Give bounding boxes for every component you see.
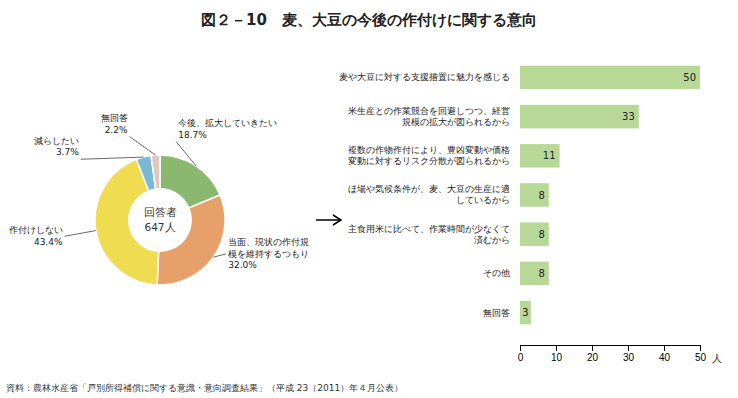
- x-tick-mark: [664, 345, 665, 351]
- y-tick: ほ場や気候条件が、麦、大豆の生産に適しているから: [348, 184, 510, 205]
- x-tick: 30: [623, 345, 635, 363]
- y-tick-label: 主食用米に比べて、作業時間が少なくて済むから: [348, 224, 510, 245]
- chart-root: 図２－10 麦、大豆の今後の作付けに関する意向回答者 647人 今後、拡大していきた…: [0, 0, 738, 398]
- center-text: 回答者: [144, 206, 177, 218]
- y-tick: 米生産との作業競合を回避しつつ、経営規模の拡大が図られるから: [348, 106, 510, 127]
- x-tick: 40: [659, 345, 671, 363]
- bars: [520, 66, 700, 325]
- pie-label: 無回答: [101, 113, 128, 123]
- y-tick-label: 米生産との作業競合を回避しつつ、経営規模の拡大が図られるから: [348, 106, 510, 127]
- pie-label: 今後、拡大していきたい: [178, 118, 277, 128]
- y-tick: 麦や大豆に対する支援措置に魅力を感じる: [339, 72, 510, 82]
- bar-value-label: 8: [538, 268, 544, 279]
- y-tick: 複数の作物作付により、豊凶変動や価格変動に対するリスク分散が図られるから: [348, 145, 510, 166]
- bar-value-label: 8: [538, 190, 544, 201]
- bar: [520, 105, 639, 129]
- x-axis-line: [521, 346, 701, 352]
- x-tick: 10: [551, 345, 563, 363]
- arrow-shaft: [316, 219, 340, 221]
- x-tick-label: 10: [551, 352, 563, 363]
- bar-chart: 50 33 11 8 8 8 3 麦や大豆に対する支援措置に魅力を感じる米生産との作業競合を回…: [339, 66, 722, 364]
- title: 図２－10 麦、大豆の今後の作付けに関する意向: [201, 11, 537, 29]
- bar-value-label: 3: [522, 307, 528, 318]
- bar: [520, 222, 549, 246]
- x-tick-label: 0: [518, 352, 524, 363]
- x-tick-label: 20: [587, 352, 599, 363]
- x-tick: 50: [695, 345, 707, 363]
- pie-chart: 回答者 647人 今後、拡大していきたい 18.7% 当面、現状の作付規模を維持するつも…: [8, 113, 310, 285]
- label-connector: [81, 157, 144, 159]
- bar-value-label: 11: [543, 150, 556, 161]
- arrow: [316, 215, 341, 225]
- bar-value-label: 8: [538, 229, 544, 240]
- arrow-head: [333, 215, 341, 225]
- x-axis: 0 10 20 30 40 50: [518, 345, 707, 363]
- x-tick-mark: [700, 345, 701, 351]
- bar: [520, 144, 560, 168]
- center-text: 647人: [144, 221, 175, 233]
- x-tick: 0: [518, 345, 524, 363]
- y-tick-label: 麦や大豆に対する支援措置に魅力を感じる: [339, 72, 510, 82]
- y-tick-label: 複数の作物作付により、豊凶変動や価格変動に対するリスク分散が図られるから: [348, 145, 510, 166]
- y-tick-label: ほ場や気候条件が、麦、大豆の生産に適しているから: [348, 184, 510, 205]
- bar-value-label: 33: [622, 111, 635, 122]
- x-tick-mark: [520, 345, 521, 351]
- y-tick-label: 無回答: [483, 308, 510, 318]
- y-tick: 無回答: [483, 308, 510, 318]
- y-tick: 主食用米に比べて、作業時間が少なくて済むから: [348, 224, 510, 245]
- x-tick-mark: [628, 345, 629, 351]
- x-tick-label: 40: [659, 352, 671, 363]
- pie-label: 減らしたい: [34, 136, 79, 146]
- label-connector: [130, 137, 156, 156]
- pie-label: 作付けしない: [8, 225, 63, 235]
- x-tick-mark: [592, 345, 593, 351]
- x-tick-label: 30: [623, 352, 635, 363]
- bar: [520, 66, 700, 90]
- pie-value-label: 2.2%: [105, 125, 128, 135]
- bar: [520, 183, 549, 207]
- pie-value-label: 3.7%: [56, 147, 79, 157]
- bar: [520, 262, 549, 286]
- x-axis-label: 人: [712, 353, 722, 364]
- label-connector: [65, 231, 96, 237]
- pie-value-label: 18.7%: [178, 130, 207, 140]
- pie-label: 当面、現状の作付規模を維持するつもり: [228, 237, 309, 258]
- x-tick-label: 50: [695, 352, 707, 363]
- bar-value-label: 50: [683, 72, 696, 83]
- y-axis: 麦や大豆に対する支援措置に魅力を感じる米生産との作業競合を回避しつつ、経営規模の…: [339, 72, 510, 317]
- label-connector: [213, 254, 226, 257]
- bar: [520, 301, 531, 325]
- x-tick-mark: [556, 345, 557, 351]
- footnote: 資料：農林水産省「戸別所得補償に関する意識・意向調査結果」（平成 23（2011…: [6, 383, 403, 393]
- y-tick-label: その他: [483, 268, 510, 278]
- x-tick: 20: [587, 345, 599, 363]
- y-tick: その他: [483, 268, 510, 278]
- label-connector: [176, 142, 196, 166]
- pie-value-label: 43.4%: [34, 237, 63, 247]
- pie-slice: [151, 155, 160, 189]
- pie-value-label: 32.0%: [228, 260, 257, 270]
